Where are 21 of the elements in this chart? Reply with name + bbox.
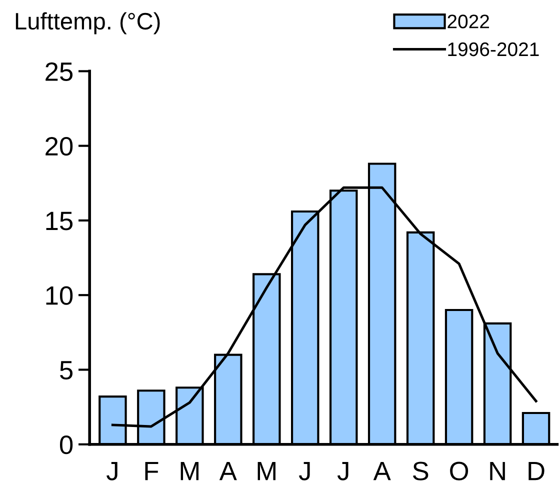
x-tick-label: O	[450, 462, 468, 480]
x-tick-label: F	[145, 462, 158, 480]
x-tick-label: S	[412, 462, 428, 480]
x-tick-label: N	[490, 462, 505, 480]
x-tick-label: M	[258, 462, 276, 480]
y-tick-label: 20	[46, 136, 73, 156]
y-tick-label: 15	[46, 212, 73, 230]
x-tick-label: D	[528, 462, 544, 480]
x-tick-label: A	[373, 462, 391, 480]
x-tick-label: M	[180, 462, 198, 480]
y-tick-label: 10	[46, 286, 73, 305]
y-axis-title: Lufttemp. (°C)	[16, 12, 160, 34]
x-tick-label: J	[337, 462, 348, 480]
legend-label: 2022	[448, 14, 489, 28]
y-tick-label: 25	[46, 62, 73, 82]
x-tick-label: J	[298, 462, 310, 480]
y-tick-label: 5	[60, 361, 73, 380]
x-tick-label: J	[106, 462, 118, 480]
legend-label: 1996-2021	[448, 42, 539, 56]
x-tick-label: A	[219, 462, 237, 480]
y-tick-label: 0	[60, 435, 73, 454]
